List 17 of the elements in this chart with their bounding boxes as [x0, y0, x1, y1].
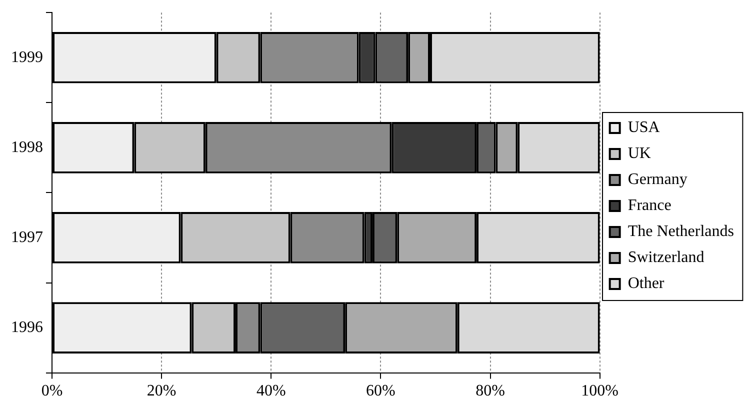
legend-label: UK [628, 145, 652, 162]
x-tick-label: 20% [146, 382, 176, 400]
x-tick-label: 60% [366, 382, 396, 400]
y-tick-label: 1998 [11, 138, 43, 156]
x-tick-label: 100% [581, 382, 618, 400]
x-tick-label: 0% [41, 382, 63, 400]
legend-label: France [628, 197, 672, 214]
x-tick-label: 40% [256, 382, 286, 400]
y-tick-label: 1997 [11, 228, 43, 246]
legend-label: The Netherlands [628, 223, 734, 240]
y-tick-label: 1996 [11, 318, 43, 336]
x-tick-label: 80% [476, 382, 505, 400]
legend-label: Germany [628, 171, 688, 188]
y-tick-label: 1999 [11, 48, 43, 66]
legend-label: Switzerland [628, 249, 704, 266]
legend-label: USA [628, 119, 660, 136]
legend-label: Other [628, 275, 665, 292]
